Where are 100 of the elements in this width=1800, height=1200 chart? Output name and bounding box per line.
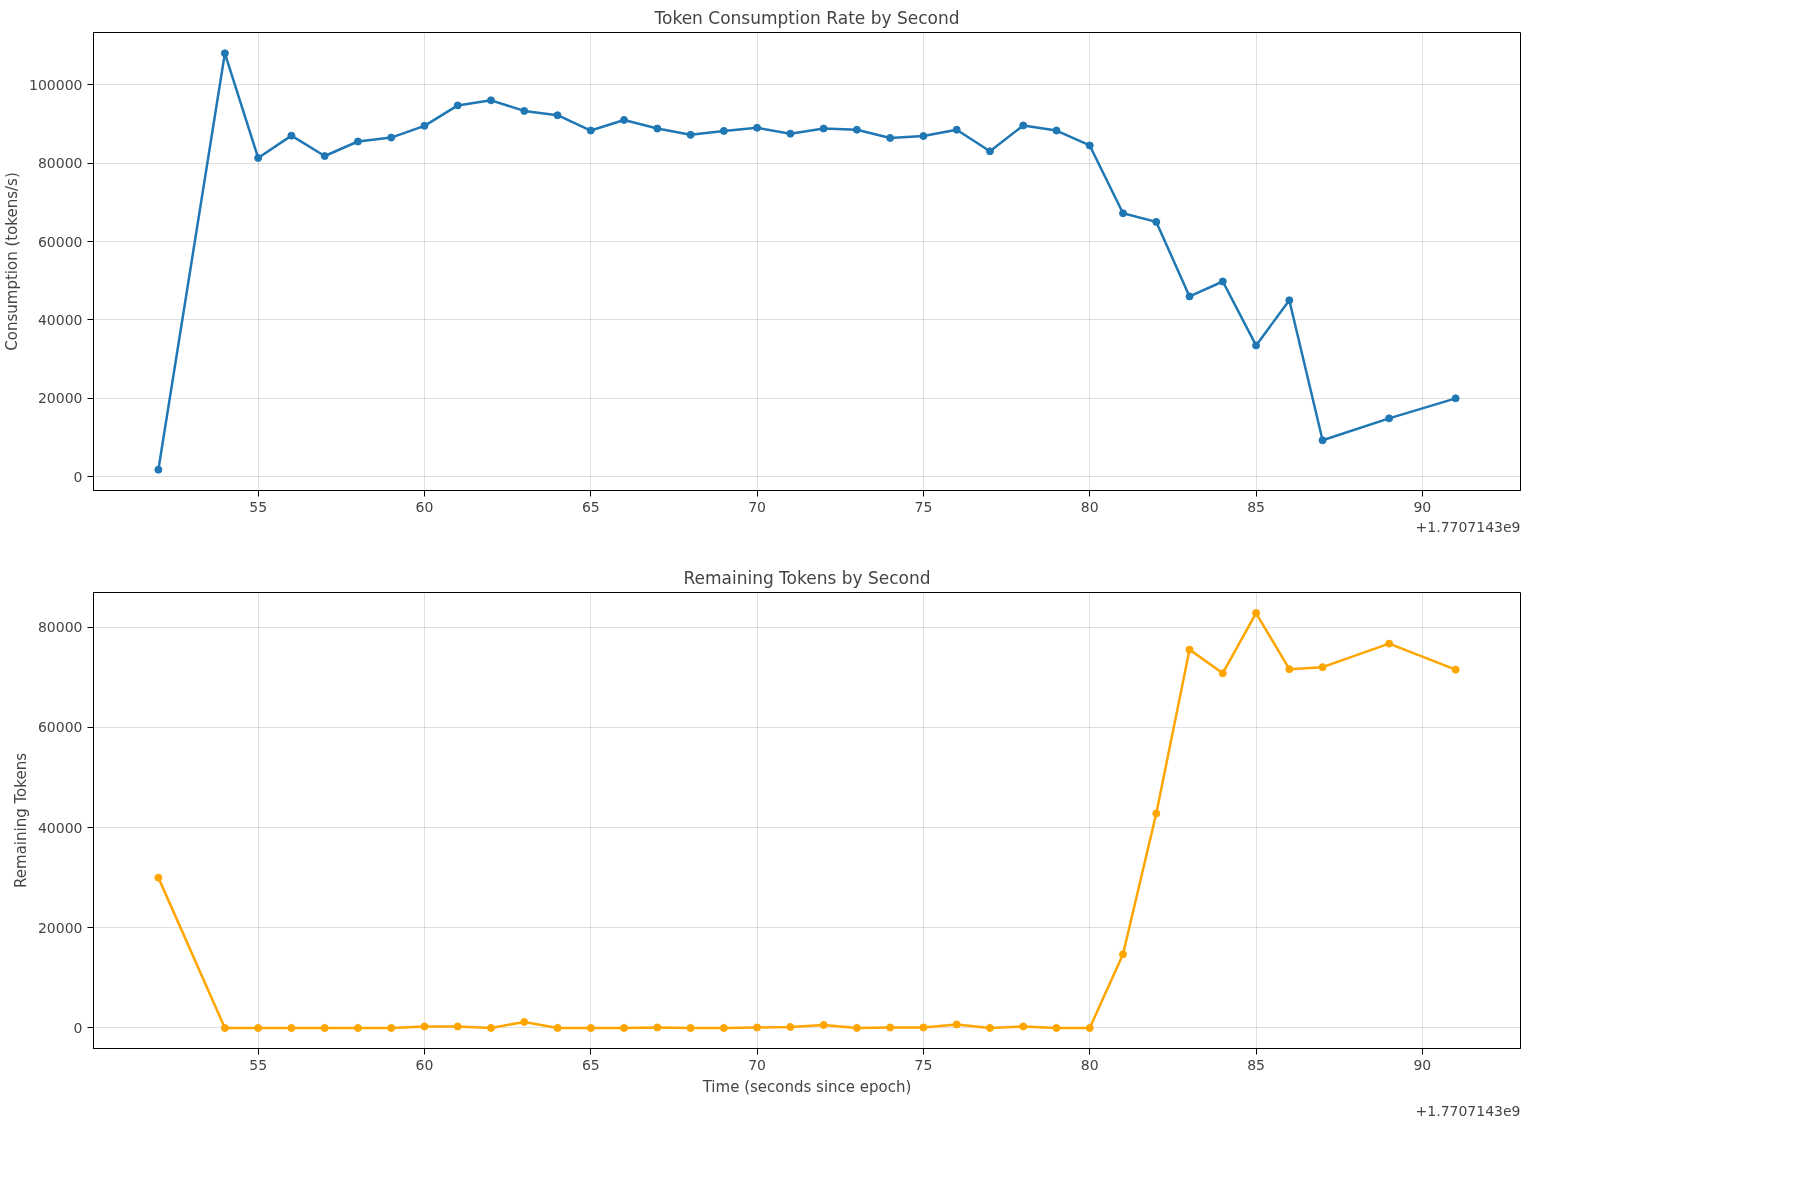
point bbox=[220, 49, 229, 58]
x-tick-label: 60 bbox=[415, 498, 434, 515]
point bbox=[620, 1023, 629, 1032]
point bbox=[420, 121, 429, 130]
text: +1.7707143e9 bbox=[1415, 518, 1521, 535]
y-tick-label: 60000 bbox=[37, 719, 83, 736]
x-tick-label: 70 bbox=[748, 498, 767, 515]
point bbox=[686, 1023, 695, 1032]
point bbox=[952, 125, 961, 134]
point bbox=[919, 132, 928, 141]
point bbox=[753, 1023, 762, 1032]
point bbox=[520, 106, 529, 115]
point bbox=[852, 125, 861, 134]
point bbox=[1252, 341, 1261, 350]
point bbox=[220, 1023, 229, 1032]
point bbox=[387, 133, 396, 142]
x-tick-label: 55 bbox=[249, 1056, 268, 1073]
point bbox=[1152, 217, 1161, 226]
y-tick-label: 40000 bbox=[37, 311, 83, 328]
y-tick-label: 40000 bbox=[37, 819, 83, 836]
point bbox=[653, 1023, 662, 1032]
point bbox=[154, 465, 163, 474]
point bbox=[719, 126, 728, 135]
point bbox=[586, 1023, 595, 1032]
point bbox=[254, 153, 263, 162]
chart-title: Remaining Tokens by Second bbox=[683, 567, 931, 588]
chart-title: Token Consumption Rate by Second bbox=[653, 7, 960, 28]
x-tick-label: 80 bbox=[1080, 498, 1099, 515]
x-tick-label: 75 bbox=[914, 1056, 933, 1073]
point bbox=[819, 124, 828, 133]
point bbox=[1451, 665, 1460, 674]
x-tick-label: 65 bbox=[581, 1056, 600, 1073]
point bbox=[1218, 669, 1227, 678]
point bbox=[320, 1023, 329, 1032]
y-tick-label: 100000 bbox=[29, 76, 83, 93]
point bbox=[1119, 950, 1127, 959]
point bbox=[1285, 296, 1294, 305]
point bbox=[1085, 141, 1094, 150]
point bbox=[553, 1023, 562, 1032]
x-tick-label: 60 bbox=[415, 1056, 434, 1073]
point bbox=[1019, 1022, 1028, 1031]
point bbox=[420, 1022, 429, 1031]
point bbox=[1152, 809, 1161, 818]
point bbox=[586, 126, 595, 135]
x-tick-label: 80 bbox=[1080, 1056, 1099, 1073]
point bbox=[952, 1020, 961, 1029]
point bbox=[1285, 665, 1294, 674]
x-tick-label: 70 bbox=[748, 1056, 767, 1073]
point bbox=[1119, 209, 1127, 218]
y-tick-label: 20000 bbox=[37, 390, 83, 407]
point bbox=[453, 1022, 462, 1031]
point bbox=[819, 1020, 828, 1029]
point bbox=[686, 130, 695, 139]
x-tick-label: 55 bbox=[249, 498, 268, 515]
point bbox=[553, 111, 562, 120]
y-tick-label: 0 bbox=[73, 468, 83, 485]
point bbox=[387, 1023, 396, 1032]
y-tick-label: 0 bbox=[73, 1019, 83, 1036]
point bbox=[453, 101, 462, 110]
point bbox=[353, 1023, 362, 1032]
point bbox=[487, 96, 495, 105]
point bbox=[786, 1022, 795, 1031]
point bbox=[287, 1023, 296, 1032]
point bbox=[886, 1023, 895, 1032]
point bbox=[1318, 436, 1327, 445]
point bbox=[353, 137, 362, 146]
point bbox=[1385, 414, 1394, 423]
y-tick-label: 80000 bbox=[37, 619, 83, 636]
point bbox=[1085, 1023, 1094, 1032]
y-tick-label: 20000 bbox=[37, 919, 83, 936]
point bbox=[1019, 121, 1028, 130]
x-tick-label: 85 bbox=[1247, 498, 1265, 515]
y-axis-title: Consumption (tokens/s) bbox=[3, 172, 22, 351]
point bbox=[154, 873, 163, 882]
y-tick-label: 60000 bbox=[37, 233, 83, 250]
point bbox=[520, 1017, 529, 1026]
point bbox=[320, 152, 329, 161]
point bbox=[1185, 645, 1194, 654]
point bbox=[1451, 394, 1460, 403]
point bbox=[1218, 277, 1227, 286]
point bbox=[852, 1023, 861, 1032]
point bbox=[886, 133, 895, 142]
x-tick-label: 65 bbox=[581, 498, 600, 515]
point bbox=[254, 1023, 263, 1032]
point bbox=[1052, 126, 1061, 135]
text: +1.7707143e9 bbox=[1415, 1102, 1521, 1119]
point bbox=[1185, 292, 1194, 301]
point bbox=[287, 131, 296, 140]
point bbox=[620, 115, 629, 124]
x-axis-title: Time (seconds since epoch) bbox=[701, 1077, 912, 1096]
x-tick-label: 90 bbox=[1413, 1056, 1432, 1073]
point bbox=[1252, 609, 1261, 618]
point bbox=[1052, 1023, 1061, 1032]
y-tick-label: 80000 bbox=[37, 155, 83, 172]
point bbox=[985, 147, 994, 156]
point bbox=[786, 129, 795, 138]
y-axis-title: Remaining Tokens bbox=[11, 752, 30, 888]
point bbox=[653, 124, 662, 133]
x-tick-label: 75 bbox=[914, 498, 933, 515]
point bbox=[985, 1023, 994, 1032]
